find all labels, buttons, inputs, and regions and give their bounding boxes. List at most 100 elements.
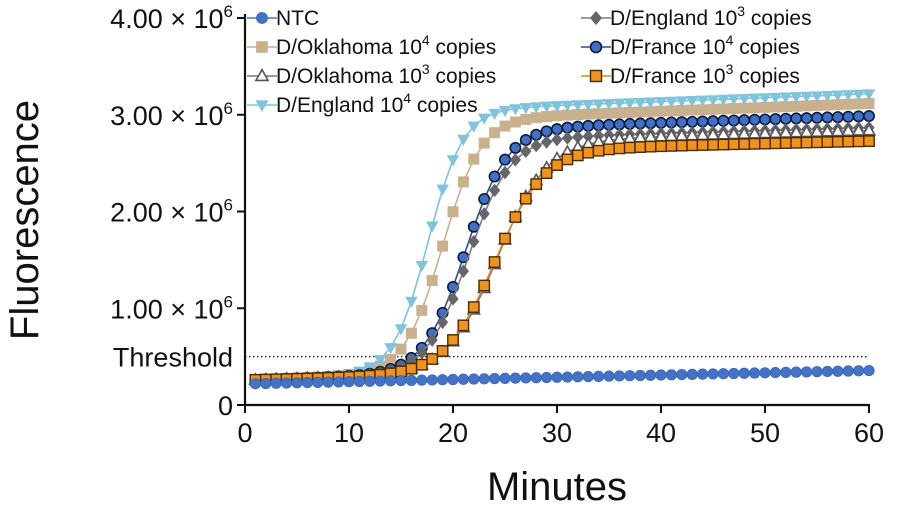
data-point — [634, 141, 647, 153]
data-point — [457, 134, 470, 146]
data-point — [810, 91, 824, 103]
data-point — [489, 183, 501, 198]
data-point — [769, 366, 782, 379]
data-point — [509, 104, 522, 116]
data-point — [820, 124, 835, 137]
series-line — [255, 140, 870, 381]
data-point — [499, 120, 511, 132]
data-point — [748, 137, 761, 150]
data-point — [738, 367, 750, 379]
data-point — [841, 90, 855, 102]
data-point — [426, 374, 438, 386]
data-point — [530, 138, 542, 153]
legend-label: NTC — [276, 7, 319, 30]
legend-entry: D/Oklahoma 103 copies — [247, 61, 496, 88]
data-point — [447, 206, 459, 218]
data-point — [529, 102, 543, 114]
data-point — [779, 137, 792, 149]
data-point — [509, 153, 521, 167]
data-point — [696, 368, 709, 380]
legend-entry: D/England 104 copies — [247, 90, 478, 117]
data-point — [520, 113, 532, 125]
data-point — [499, 372, 511, 384]
series-6 — [249, 110, 875, 386]
data-point — [468, 373, 480, 385]
data-point — [790, 136, 803, 149]
legend-entry: D/Oklahoma 104 copies — [247, 32, 496, 59]
data-point — [852, 365, 865, 377]
data-point — [644, 369, 657, 381]
data-point — [468, 234, 480, 249]
legend-label: D/England 103 copies — [610, 3, 812, 30]
data-point — [799, 124, 814, 138]
data-point — [405, 296, 418, 308]
data-point — [405, 374, 417, 386]
data-point — [654, 97, 668, 109]
data-point — [260, 377, 272, 390]
data-point — [467, 301, 480, 313]
data-point — [728, 367, 740, 380]
data-point — [394, 324, 408, 336]
data-point — [769, 137, 782, 150]
data-point — [707, 138, 719, 151]
data-point — [416, 374, 428, 386]
data-point — [769, 92, 782, 104]
data-point — [696, 115, 709, 128]
data-point — [811, 136, 823, 149]
data-point — [301, 377, 313, 389]
data-point — [602, 99, 616, 111]
data-point — [821, 111, 834, 124]
data-point — [748, 367, 761, 379]
data-point — [686, 115, 699, 128]
data-point — [581, 99, 595, 111]
data-point — [613, 370, 626, 382]
data-point — [343, 376, 355, 388]
data-point — [696, 95, 709, 107]
data-point — [759, 137, 771, 150]
data-point — [540, 371, 553, 384]
data-point — [541, 111, 553, 123]
data-point — [478, 373, 490, 385]
data-point — [592, 119, 605, 132]
data-point — [779, 92, 793, 104]
x-axis-title: Minutes — [487, 465, 627, 509]
data-point — [582, 370, 594, 383]
data-point — [800, 112, 813, 125]
data-point — [395, 343, 407, 355]
data-point — [467, 121, 481, 133]
data-point — [457, 319, 470, 332]
legend-entry: NTC — [247, 7, 319, 30]
data-point — [769, 113, 782, 126]
legend-marker — [256, 41, 268, 53]
data-point — [768, 125, 783, 139]
data-point — [832, 365, 844, 377]
data-point — [706, 115, 719, 128]
data-point — [436, 374, 449, 386]
data-point — [842, 135, 855, 148]
y-tick-label: 1.00 × 106 — [110, 292, 233, 324]
legend-marker — [255, 100, 269, 112]
data-point — [665, 369, 678, 381]
data-point — [676, 368, 688, 381]
legend-entry: D/France 104 copies — [581, 32, 800, 59]
data-point — [509, 211, 522, 223]
data-point — [800, 91, 813, 103]
data-point — [655, 140, 667, 153]
series-7 — [249, 135, 875, 386]
data-point — [830, 123, 845, 137]
data-point — [644, 97, 657, 109]
data-point — [415, 358, 428, 371]
data-point — [675, 139, 688, 152]
data-point — [571, 149, 584, 162]
data-point — [811, 366, 823, 378]
data-point — [561, 153, 574, 166]
axes-layer: 0 10 20 30 40 50 60 0 1.00 × 106 2.00 × 106 3.00 ×… — [110, 2, 884, 448]
data-point — [498, 153, 511, 166]
data-point — [759, 367, 771, 379]
data-point — [738, 138, 751, 150]
data-point — [477, 113, 491, 125]
data-point — [447, 373, 459, 386]
data-point — [457, 373, 469, 385]
data-point — [551, 371, 563, 383]
legend-label: D/England 104 copies — [276, 90, 478, 117]
